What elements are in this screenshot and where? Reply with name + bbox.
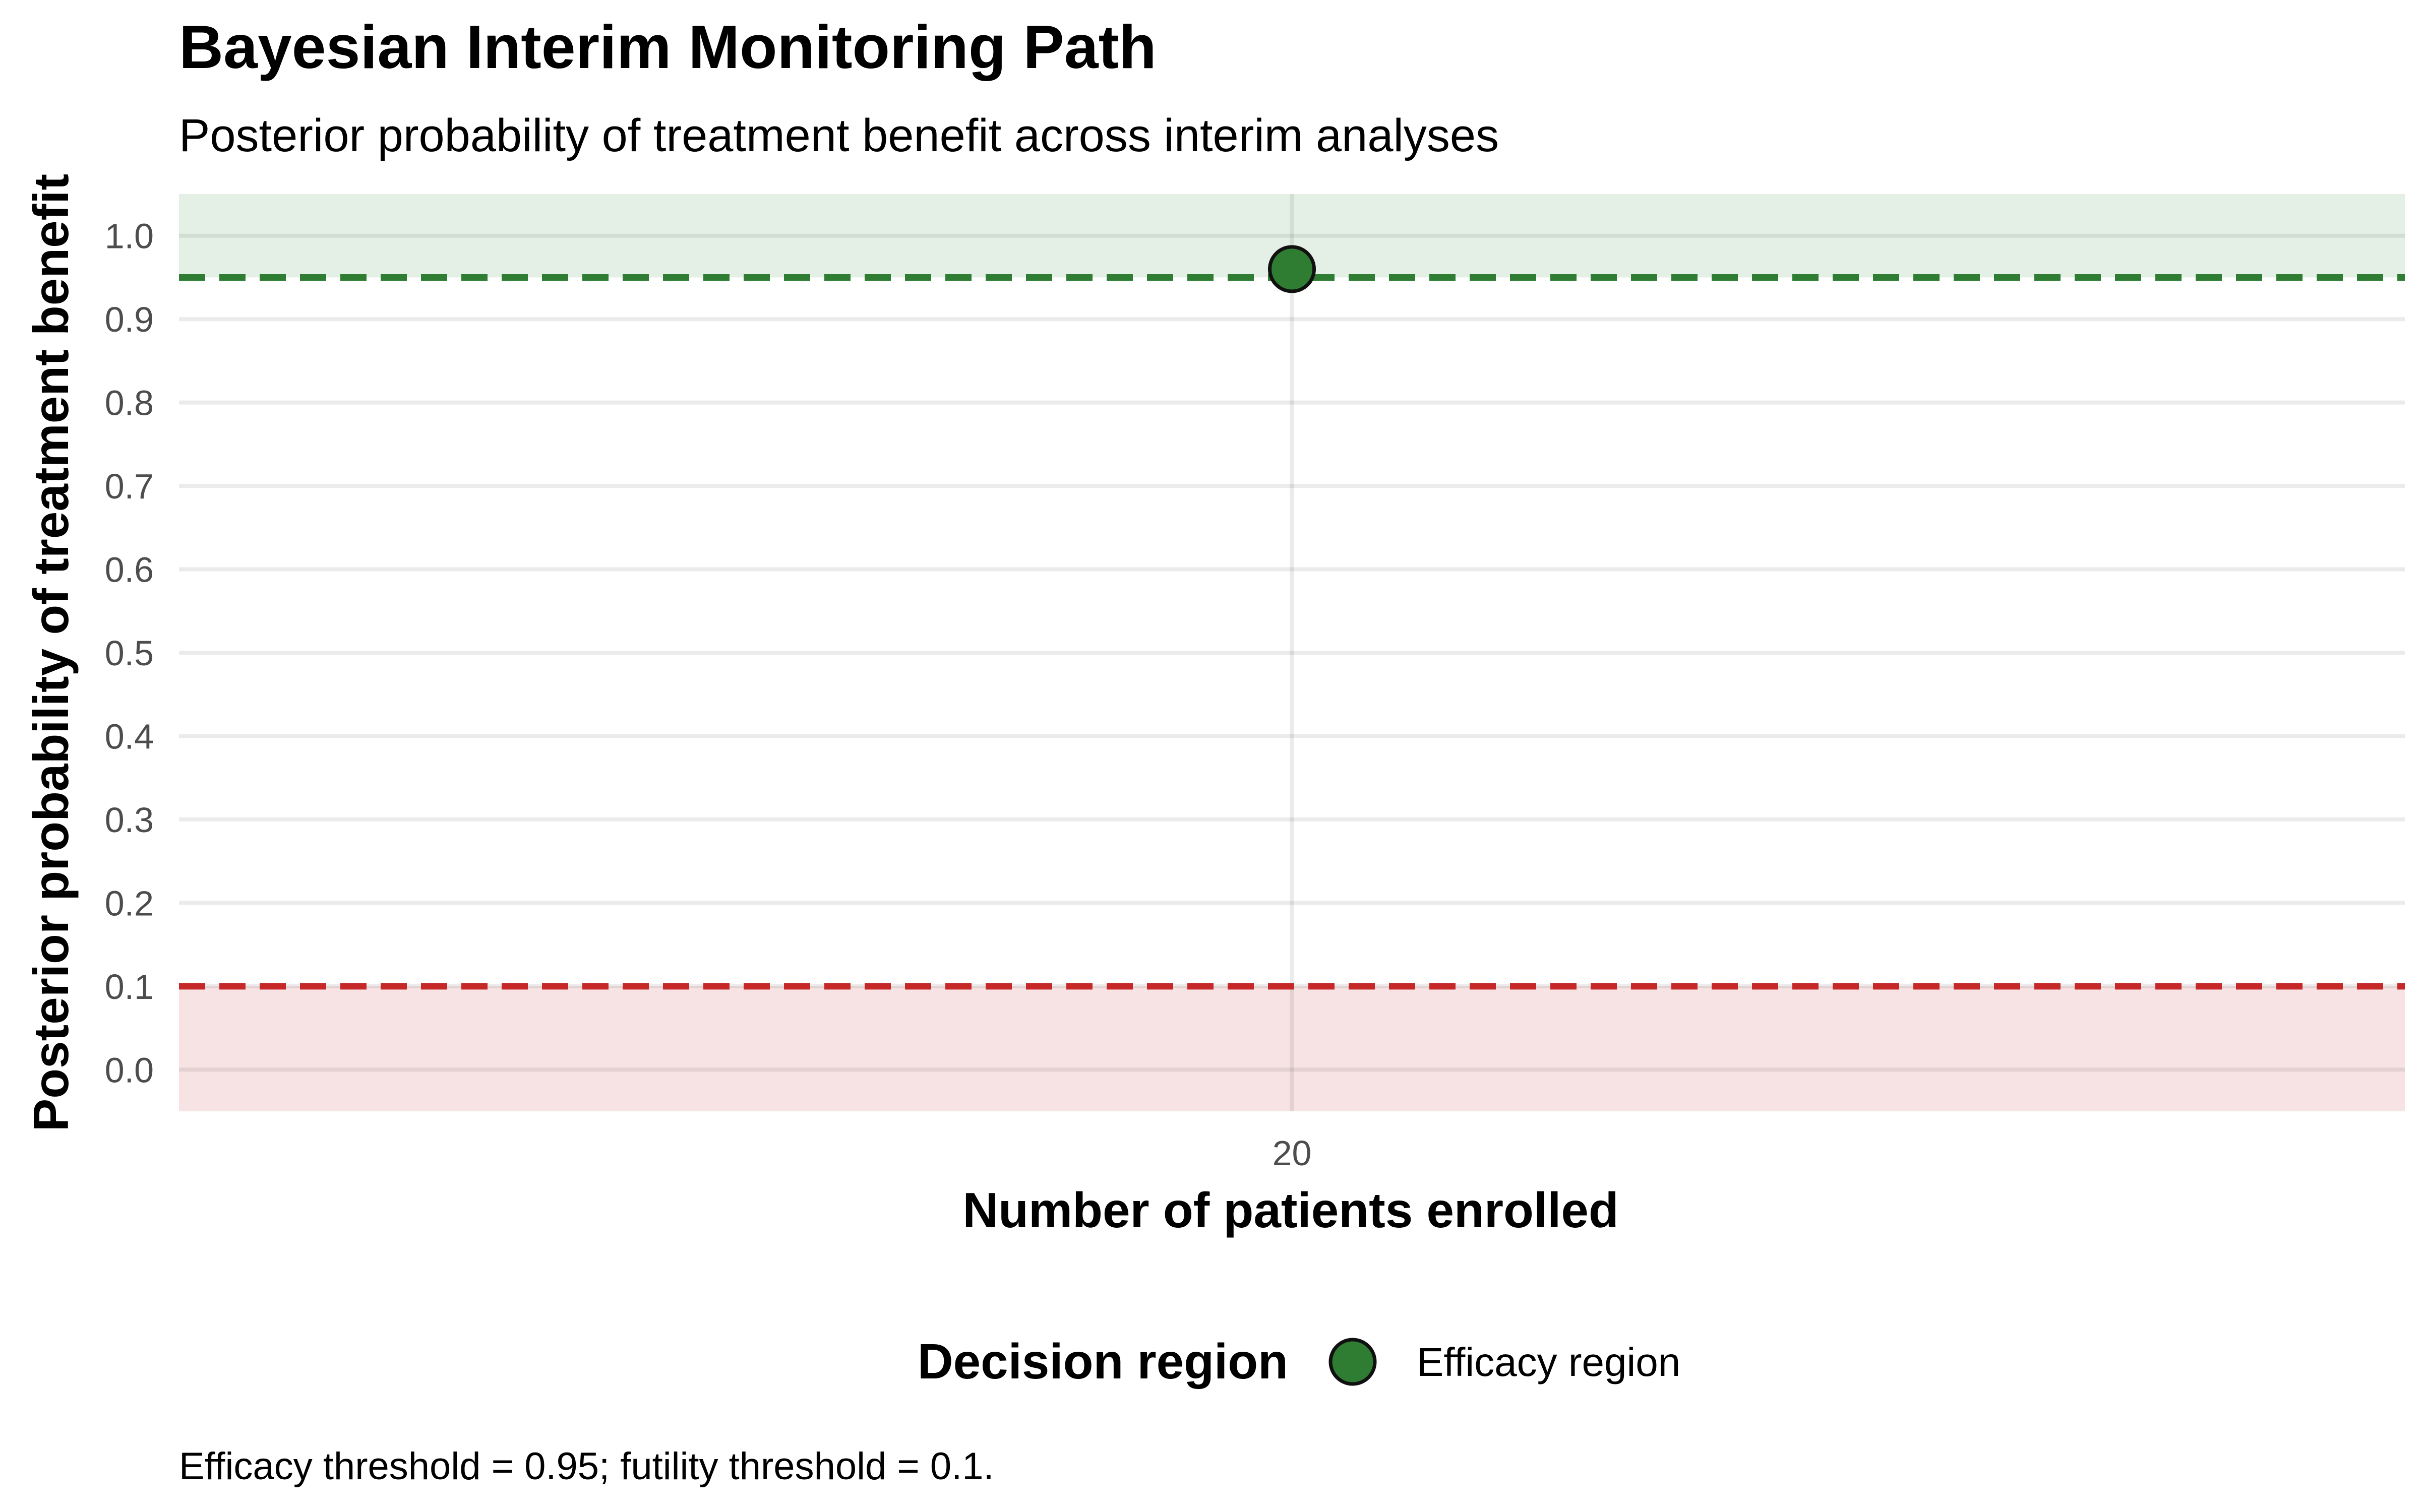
y-axis-ticks: 0.0 0.1 0.2 0.3 0.4 0.5 0.6 0.7 0.8 0.9 1.0 <box>105 217 154 1090</box>
y-tick-label: 0.9 <box>105 300 154 339</box>
y-tick-label: 0.1 <box>105 967 154 1006</box>
futility-band <box>179 986 2405 1111</box>
x-tick-label: 20 <box>1273 1133 1312 1173</box>
chart-subtitle: Posterior probability of treatment benef… <box>179 110 1499 161</box>
x-axis-title: Number of patients enrolled <box>962 1182 1618 1238</box>
y-tick-label: 0.7 <box>105 467 154 506</box>
y-tick-label: 0.0 <box>105 1050 154 1090</box>
y-tick-label: 0.3 <box>105 800 154 840</box>
y-tick-label: 0.6 <box>105 550 154 590</box>
legend: Decision region Efficacy region <box>918 1334 1680 1389</box>
legend-title: Decision region <box>918 1334 1288 1389</box>
plot-panel <box>179 194 2405 1111</box>
chart-title: Bayesian Interim Monitoring Path <box>179 13 1157 81</box>
y-axis-title: Posterior probability of treatment benef… <box>23 174 79 1131</box>
y-tick-label: 0.4 <box>105 717 154 756</box>
legend-efficacy-key <box>1328 1338 1377 1386</box>
y-tick-label: 0.2 <box>105 884 154 923</box>
y-tick-label: 0.8 <box>105 384 154 423</box>
chart-caption: Efficacy threshold = 0.95; futility thre… <box>179 1445 994 1488</box>
data-point <box>1268 245 1316 293</box>
y-tick-label: 1.0 <box>105 217 154 256</box>
y-tick-label: 0.5 <box>105 634 154 673</box>
x-axis-ticks: 20 <box>1273 1133 1312 1173</box>
legend-efficacy-label: Efficacy region <box>1417 1340 1680 1384</box>
